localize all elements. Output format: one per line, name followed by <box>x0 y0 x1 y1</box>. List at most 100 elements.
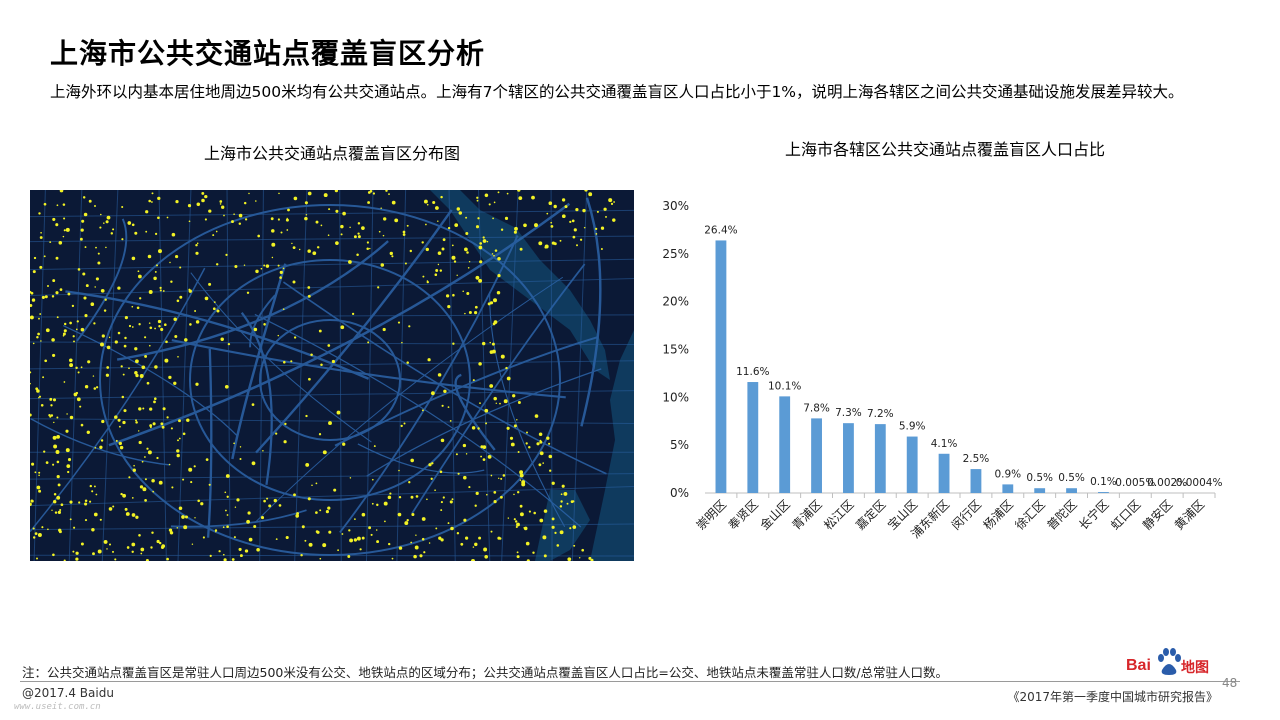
blind-spot-dot <box>397 512 402 517</box>
blind-spot-dot <box>118 441 122 446</box>
blind-spot-dot <box>548 454 553 459</box>
blind-spot-dot <box>126 546 130 549</box>
blind-spot-dot <box>226 525 229 529</box>
blind-spot-dot <box>163 323 167 327</box>
blind-spot-dot <box>440 509 443 512</box>
blind-spot-dot <box>563 491 568 496</box>
blind-spot-dot <box>138 407 142 411</box>
blind-spot-dot <box>30 503 32 506</box>
x-tick-label: 闵行区 <box>948 497 984 533</box>
blind-spot-dot <box>341 533 344 535</box>
blind-spot-dot <box>157 196 161 201</box>
blind-spot-dot <box>55 223 59 227</box>
blind-spot-dot <box>190 481 193 484</box>
blind-spot-dot <box>298 248 301 251</box>
blind-spot-dot <box>548 201 553 205</box>
road <box>30 390 634 400</box>
blind-spot-dot <box>54 511 58 514</box>
blind-spot-dot <box>84 502 88 506</box>
blind-spot-dot <box>141 365 146 370</box>
blind-spot-dot <box>569 220 572 224</box>
blind-spot-dot <box>212 234 215 237</box>
blind-spot-dot <box>279 276 282 279</box>
blind-spot-dot <box>209 554 212 557</box>
blind-spot-dot <box>423 551 426 554</box>
blind-spot-dot <box>60 503 64 507</box>
blind-spot-dot <box>426 498 428 501</box>
blind-spot-dot <box>99 445 103 449</box>
blind-spot-dot <box>181 515 185 519</box>
blind-spot-dot <box>380 263 385 267</box>
blind-spot-dot <box>398 546 403 550</box>
blind-spot-dot <box>481 341 486 346</box>
blind-spot-dot <box>56 204 59 207</box>
blind-spot-dot <box>278 192 280 195</box>
blind-spot-dot <box>308 542 313 547</box>
blind-spot-dot <box>357 222 361 225</box>
blind-spot-dot <box>128 476 131 479</box>
blind-spot-dot <box>39 265 43 269</box>
blind-spot-dot <box>367 341 370 344</box>
blind-spot-dot <box>421 517 426 521</box>
blind-spot-dot <box>361 536 365 540</box>
blind-spot-dot <box>415 534 417 536</box>
blind-spot-dot <box>283 440 287 444</box>
blind-spot-dot <box>175 199 179 204</box>
blind-spot-dot <box>462 290 464 293</box>
blind-spot-dot <box>148 290 153 294</box>
road <box>550 190 553 561</box>
blind-spot-dot <box>573 228 577 232</box>
blind-spot-dot <box>372 192 376 195</box>
blind-spot-dot <box>65 429 69 433</box>
blind-spot-dot <box>318 433 322 436</box>
y-tick-label: 25% <box>662 247 689 261</box>
blind-spot-dot <box>532 551 535 554</box>
blind-spot-dot <box>479 242 483 245</box>
blind-spot-dot <box>519 512 524 517</box>
blind-spot-dot <box>458 211 463 215</box>
blind-spot-dot <box>556 544 560 547</box>
blind-spot-dot <box>38 317 40 320</box>
blind-spot-dot <box>280 231 283 234</box>
blind-spot-dot <box>408 481 411 484</box>
road <box>33 190 46 561</box>
blind-spot-dot <box>121 238 124 241</box>
blind-spot-dot <box>36 485 41 490</box>
footnote: 注：公共交通站点覆盖盲区是常驻人口周边500米没有公交、地铁站点的区域分布；公共… <box>22 665 949 680</box>
blind-spot-dot <box>531 195 535 200</box>
road <box>571 190 588 561</box>
blind-spot-dot <box>285 218 289 222</box>
blind-spot-dot <box>482 236 485 239</box>
blind-spot-dot <box>106 548 108 550</box>
blind-spot-dot <box>44 359 48 363</box>
blind-spot-dot <box>44 295 48 299</box>
blind-spot-dot <box>517 401 521 404</box>
blind-spot-dot <box>157 216 160 220</box>
blind-spot-dot <box>47 528 49 531</box>
road <box>206 348 213 538</box>
blind-spot-dot <box>576 244 578 247</box>
blind-spot-dot <box>66 413 68 415</box>
road <box>68 190 83 561</box>
blind-spot-dot <box>42 376 45 379</box>
blind-spot-dot <box>538 241 543 246</box>
blind-spot-dot <box>465 216 468 219</box>
blind-spot-dot <box>148 322 151 324</box>
blind-spot-dot <box>243 264 246 266</box>
road <box>489 292 566 528</box>
blind-spot-dot <box>204 296 209 301</box>
blind-spot-dot <box>584 190 588 192</box>
blind-spot-dot <box>477 427 480 430</box>
blind-spot-dot <box>188 467 193 472</box>
blind-spot-dot <box>63 381 66 383</box>
blind-spot-dot <box>561 484 565 488</box>
blind-spot-dot <box>154 270 157 273</box>
blind-spot-dot <box>377 286 380 289</box>
blind-spot-dot <box>371 478 374 481</box>
blind-spot-markers <box>30 190 616 561</box>
blind-spot-dot <box>499 495 503 499</box>
blind-spot-dot <box>572 500 575 503</box>
blind-spot-dot <box>516 555 520 559</box>
blind-spot-dot <box>600 226 605 230</box>
blind-spot-dot <box>404 521 409 526</box>
